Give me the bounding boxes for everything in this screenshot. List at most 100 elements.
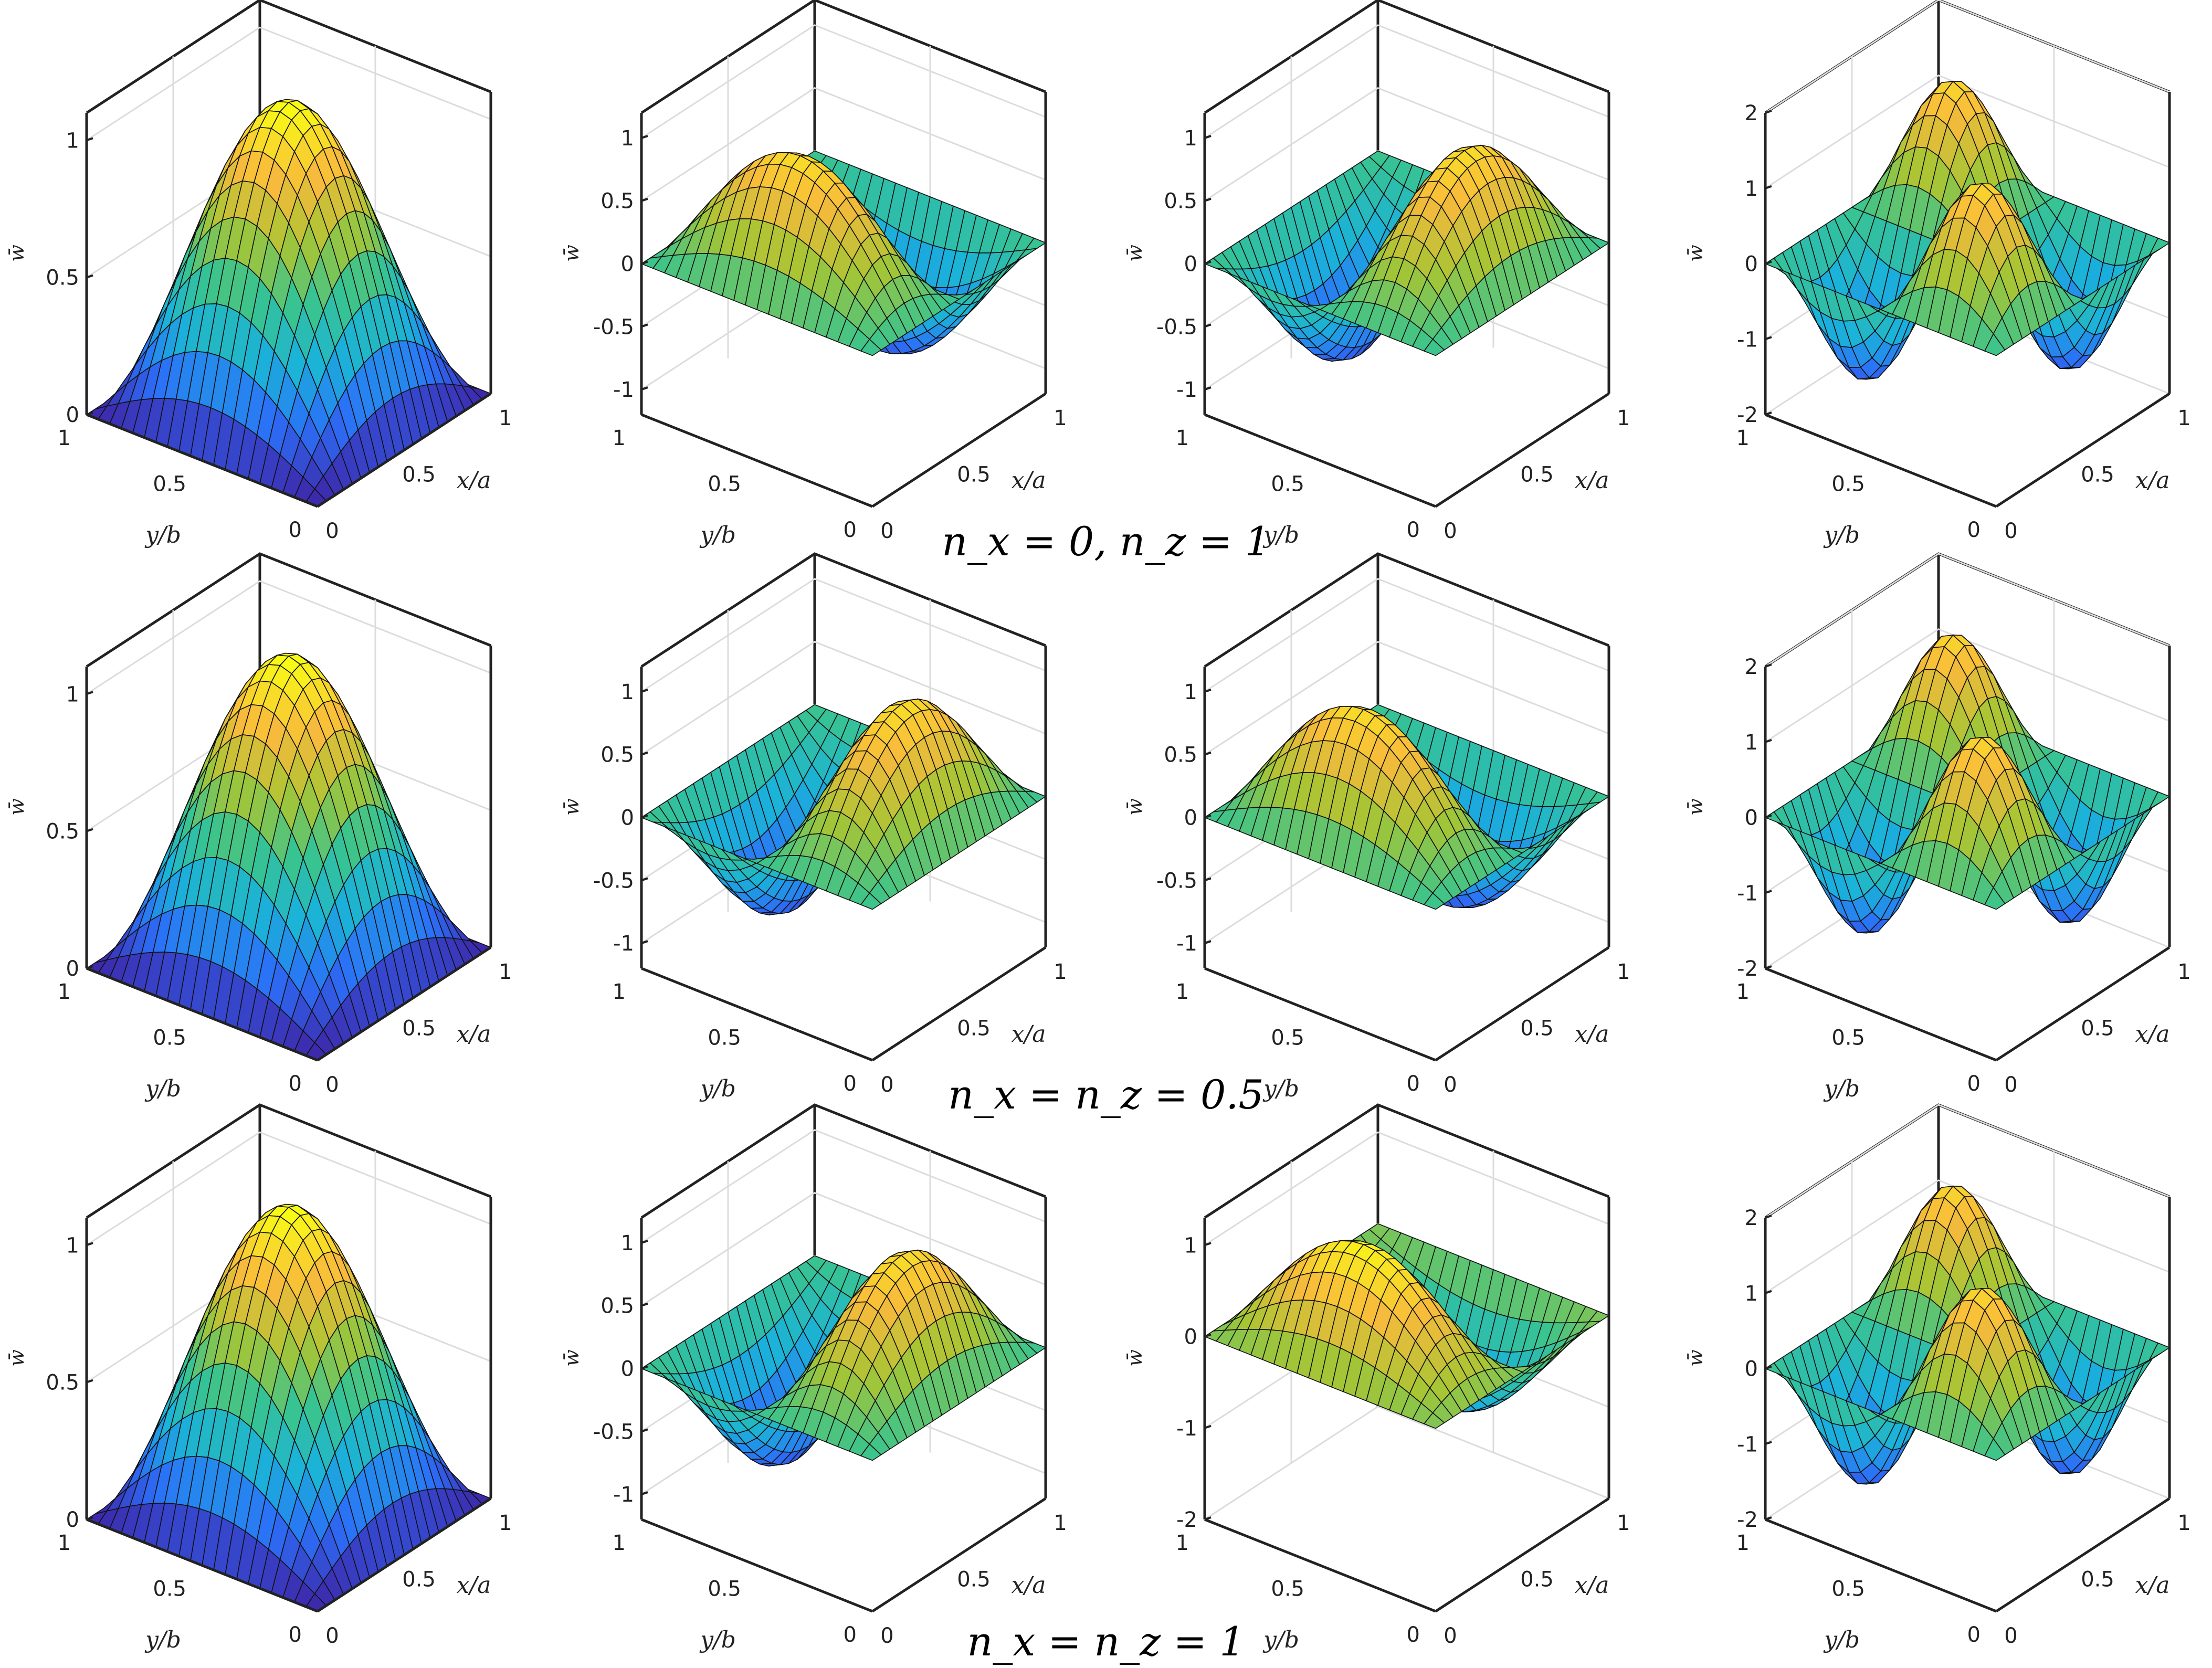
surface-mesh: [641, 1250, 1046, 1466]
z-axis-label: w̄: [1123, 1349, 1146, 1367]
z-axis-label: w̄: [560, 798, 583, 816]
x-tick-label: 0.5: [2081, 463, 2114, 487]
z-tick-label: 0: [66, 403, 79, 427]
surface-mesh: [87, 100, 491, 506]
y-axis-line: [1205, 415, 1436, 506]
z-axis-label: w̄: [1123, 798, 1146, 816]
z-tick-label: -1: [1737, 328, 1758, 352]
z-tick-label: -2: [1176, 1508, 1197, 1532]
z-tick-label: -0.5: [1156, 869, 1197, 893]
x-axis-label: x/a: [1012, 467, 1046, 494]
surface-mesh: [1205, 1224, 1609, 1429]
z-tick-label: 0.5: [1164, 743, 1197, 767]
surface-mesh: [1765, 81, 2169, 379]
z-tick-label: -1: [1176, 932, 1197, 956]
z-axis-label: w̄: [1684, 245, 1707, 262]
z-tick-label: -1: [1176, 1417, 1197, 1441]
y-tick-label: 0.5: [708, 1577, 741, 1601]
z-tick-label: 0.5: [46, 1371, 79, 1395]
y-tick-label: 0.5: [1271, 1577, 1304, 1601]
x-tick-label: 0.5: [2081, 1017, 2114, 1041]
x-tick-label: 1: [2177, 960, 2190, 984]
z-tick-label: 0: [1184, 806, 1197, 830]
x-tick-label: 0.5: [402, 1017, 436, 1041]
y-axis-line: [641, 1519, 872, 1611]
z-tick-label: 0.5: [601, 1294, 634, 1318]
z-tick-label: 1: [1184, 126, 1197, 151]
x-tick-label: 0.5: [957, 463, 991, 487]
z-axis-label: w̄: [5, 1349, 28, 1367]
x-tick-label: 0.5: [402, 1568, 436, 1592]
y-tick-label: 1: [1736, 980, 1750, 1004]
surface-mesh: [1205, 705, 1609, 910]
box-back-top-edge: [641, 554, 1046, 667]
x-tick-label: 0.5: [957, 1017, 991, 1041]
y-axis-line: [1765, 968, 1996, 1060]
z-tick-label: 0.5: [46, 266, 79, 290]
z-tick-label: -0.5: [1156, 315, 1197, 339]
y-tick-label: 0.5: [153, 1577, 186, 1601]
z-axis-label: w̄: [5, 798, 28, 816]
x-tick-label: 0.5: [1520, 1568, 1554, 1592]
z-tick-label: 2: [1745, 101, 1758, 125]
y-tick-label: 0.5: [1271, 1026, 1304, 1050]
y-tick-label: 0.5: [1831, 1026, 1865, 1050]
x-tick-label: 1: [1054, 406, 1067, 430]
surface-mesh: [87, 653, 491, 1060]
x-axis-label: x/a: [1012, 1572, 1046, 1599]
z-tick-label: -2: [1737, 957, 1758, 981]
surface-mesh: [87, 1205, 491, 1611]
z-tick-label: -1: [1176, 378, 1197, 402]
z-tick-label: 0: [621, 1357, 634, 1381]
y-tick-label: 0.5: [708, 472, 741, 497]
z-gridline: [641, 1130, 1046, 1243]
y-axis-line: [1765, 415, 1996, 506]
y-axis-line: [1205, 1519, 1436, 1611]
y-tick-label: 1: [1176, 426, 1189, 450]
x-axis-label: x/a: [457, 1572, 491, 1599]
z-tick-label: 1: [1745, 731, 1758, 755]
z-tick-label: -1: [613, 378, 634, 402]
surface-mesh: [1765, 1186, 2169, 1484]
x-tick-label: 0.5: [1520, 463, 1554, 487]
z-tick-label: 1: [66, 682, 79, 706]
x-axis-label: x/a: [457, 1021, 491, 1048]
y-axis-line: [1205, 968, 1436, 1060]
z-tick-label: -1: [613, 1483, 634, 1507]
z-tick-label: -0.5: [593, 1420, 634, 1444]
z-axis-label: w̄: [1123, 245, 1146, 262]
y-tick-label: 1: [613, 1531, 626, 1555]
z-tick-label: 0: [1184, 1325, 1197, 1349]
y-tick-label: 1: [1176, 980, 1189, 1004]
z-tick-label: 0: [621, 252, 634, 277]
z-tick-label: 1: [1184, 680, 1197, 704]
z-tick-label: 1: [66, 129, 79, 153]
x-tick-label: 1: [1617, 960, 1630, 984]
z-tick-label: 1: [66, 1233, 79, 1258]
z-tick-label: 0: [66, 1508, 79, 1532]
z-tick-label: 0.5: [601, 743, 634, 767]
x-tick-label: 1: [2177, 406, 2190, 430]
y-tick-label: 1: [613, 426, 626, 450]
y-tick-label: 0.5: [1271, 472, 1304, 497]
box-back-top-edge: [641, 0, 1046, 113]
z-tick-label: 0: [621, 806, 634, 830]
y-tick-label: 1: [58, 980, 71, 1004]
x-tick-label: 0.5: [1520, 1017, 1554, 1041]
y-tick-label: 1: [58, 1531, 71, 1555]
x-tick-label: 1: [1054, 960, 1067, 984]
y-axis-line: [641, 415, 872, 506]
y-tick-label: 1: [58, 426, 71, 450]
z-gridline: [641, 579, 1046, 692]
y-tick-label: 0.5: [1831, 472, 1865, 497]
x-axis-label: x/a: [2135, 467, 2170, 494]
